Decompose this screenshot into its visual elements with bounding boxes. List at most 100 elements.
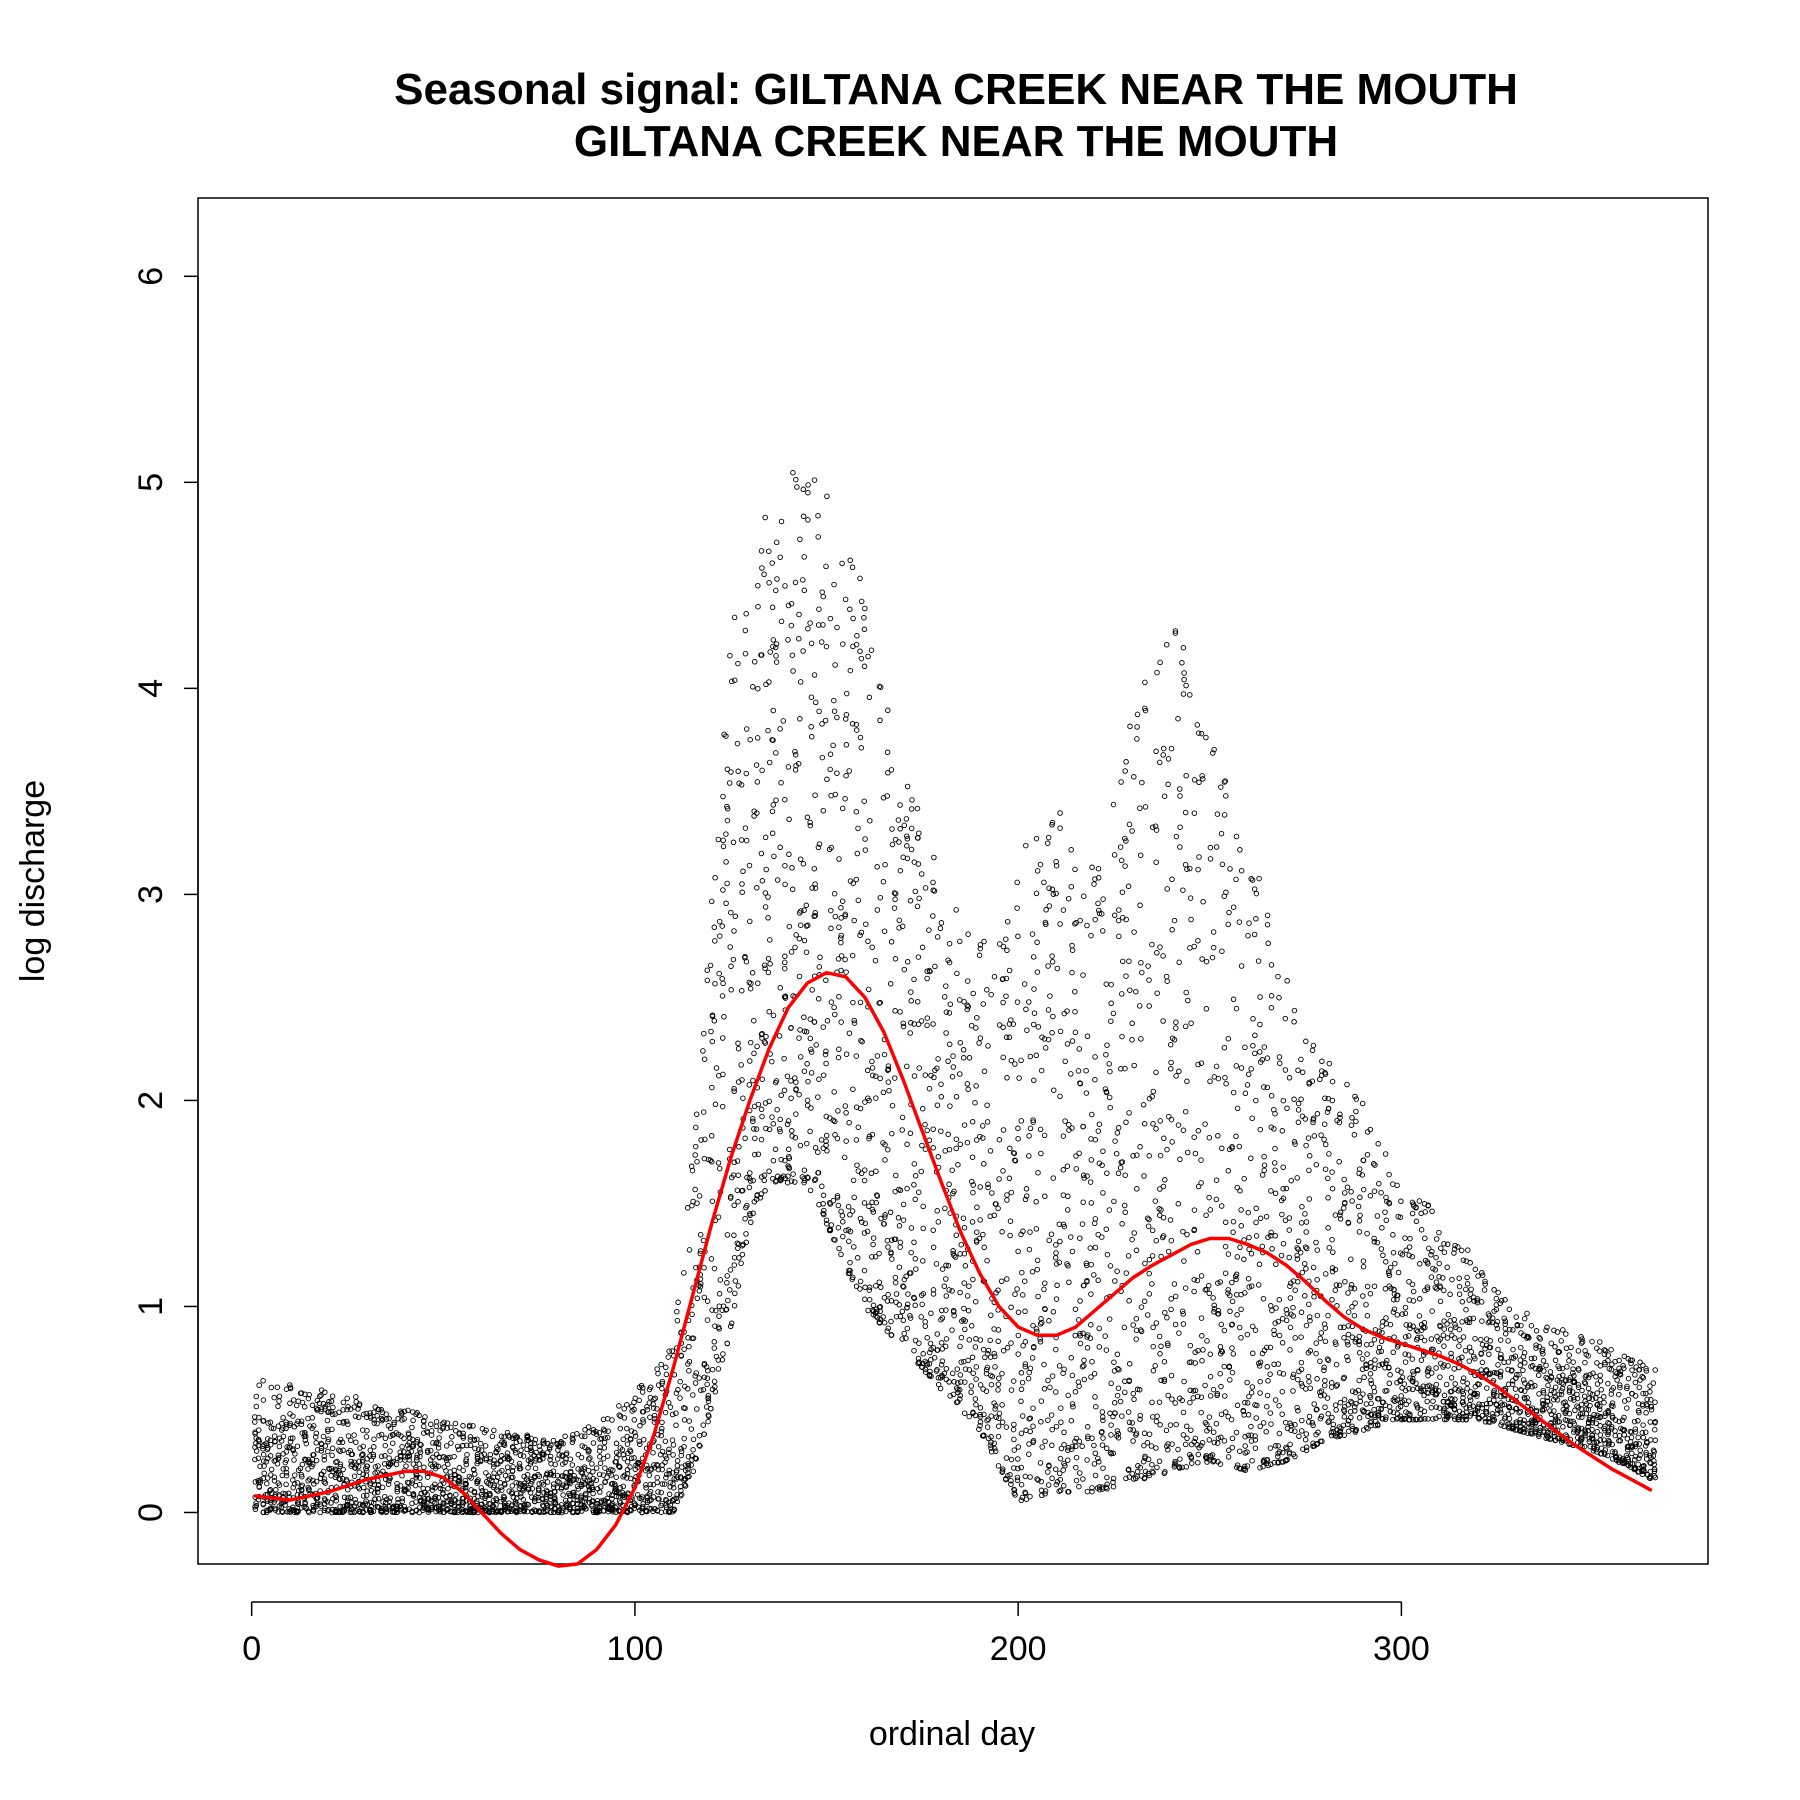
scatter-point: [463, 1456, 469, 1463]
scatter-point: [471, 1437, 478, 1444]
scatter-point: [612, 1486, 619, 1493]
scatter-point: [325, 1436, 332, 1442]
scatter-point: [540, 1508, 547, 1515]
scatter-point: [339, 1439, 346, 1446]
scatter-point: [617, 1484, 624, 1491]
scatter-point: [336, 1439, 342, 1446]
scatter-point: [294, 1480, 301, 1486]
scatter-point: [378, 1415, 385, 1422]
scatter-point: [619, 1447, 626, 1453]
scatter-point: [582, 1433, 588, 1440]
scatter-point: [596, 1448, 603, 1454]
scatter-point: [440, 1480, 447, 1486]
scatter-point: [431, 1495, 438, 1501]
scatter-point: [547, 1453, 554, 1460]
scatter-point: [609, 1417, 615, 1423]
scatter-point: [581, 1473, 587, 1480]
scatter-point: [324, 1401, 331, 1408]
scatter-point: [321, 1457, 328, 1463]
scatter-point: [294, 1443, 301, 1449]
scatter-point: [605, 1428, 611, 1434]
scatter-point: [543, 1500, 549, 1507]
scatter-point: [275, 1403, 281, 1410]
scatter-point: [295, 1467, 302, 1473]
scatter-point: [443, 1455, 449, 1462]
scatter-point: [524, 1501, 530, 1507]
scatter-point: [493, 1495, 499, 1502]
scatter-point: [341, 1494, 348, 1501]
scatter-point: [352, 1496, 358, 1503]
scatter-point: [602, 1428, 608, 1434]
scatter-point: [448, 1498, 455, 1505]
scatter-point: [367, 1447, 374, 1453]
scatter-point: [574, 1508, 581, 1514]
scatter-point: [276, 1443, 283, 1450]
scatter-point: [386, 1498, 393, 1504]
scatter-point: [386, 1415, 392, 1422]
scatter-point: [325, 1409, 331, 1415]
scatter-point: [564, 1500, 570, 1506]
scatter-point: [460, 1430, 466, 1437]
scatter-point: [487, 1456, 494, 1462]
scatter-point: [306, 1487, 312, 1494]
scatter-point: [579, 1433, 585, 1439]
scatter-point: [578, 1508, 585, 1514]
scatter-point: [271, 1474, 278, 1480]
scatter-point: [474, 1436, 480, 1442]
scatter-point: [335, 1470, 342, 1476]
scatter-point: [414, 1436, 421, 1443]
scatter-point: [282, 1491, 289, 1497]
scatter-point: [562, 1473, 568, 1480]
scatter-point: [391, 1419, 397, 1426]
scatter-point: [604, 1434, 611, 1441]
scatter-point: [399, 1443, 405, 1450]
scatter-point: [578, 1469, 584, 1475]
scatter-point: [305, 1395, 312, 1402]
scatter-point: [413, 1411, 419, 1418]
scatter-point: [513, 1479, 519, 1486]
scatter-point: [589, 1461, 595, 1467]
scatter-point: [527, 1445, 534, 1451]
scatter-point: [329, 1452, 335, 1459]
scatter-point: [544, 1479, 551, 1485]
scatter-point: [463, 1481, 469, 1488]
scatter-point: [371, 1436, 377, 1442]
scatter-point: [500, 1493, 507, 1500]
scatter-point: [363, 1492, 370, 1499]
scatter-point: [521, 1508, 527, 1515]
scatter-point: [582, 1427, 588, 1433]
scatter-point: [502, 1482, 508, 1488]
scatter-point: [273, 1487, 279, 1493]
scatter-point: [255, 1479, 262, 1485]
scatter-point: [313, 1440, 319, 1446]
scatter-point: [610, 1467, 616, 1474]
scatter-point: [590, 1490, 596, 1497]
scatter-point: [359, 1502, 366, 1508]
scatter-point: [292, 1472, 298, 1478]
scatter-point: [493, 1502, 499, 1508]
scatter-point: [351, 1503, 357, 1509]
scatter-point: [276, 1398, 282, 1404]
scatter-point: [535, 1485, 542, 1492]
scatter-point: [344, 1395, 350, 1402]
scatter-point: [325, 1448, 331, 1455]
scatter-point: [322, 1443, 329, 1449]
scatter-point: [298, 1471, 305, 1478]
scatter-point: [266, 1488, 273, 1494]
scatter-point: [286, 1422, 293, 1429]
scatter-point: [270, 1425, 277, 1432]
scatter-point: [385, 1481, 392, 1487]
scatter-point: [370, 1451, 377, 1458]
scatter-point: [410, 1492, 416, 1498]
scatter-point: [602, 1465, 608, 1471]
scatter-point: [398, 1410, 405, 1416]
scatter-point: [516, 1460, 523, 1467]
scatter-point: [499, 1487, 505, 1493]
scatter-point: [435, 1441, 442, 1447]
scatter-point: [504, 1464, 511, 1470]
scatter-point: [401, 1508, 407, 1514]
scatter-point: [456, 1465, 463, 1471]
scatter-point: [409, 1424, 415, 1431]
scatter-point: [268, 1384, 275, 1391]
scatter-point: [374, 1489, 381, 1496]
